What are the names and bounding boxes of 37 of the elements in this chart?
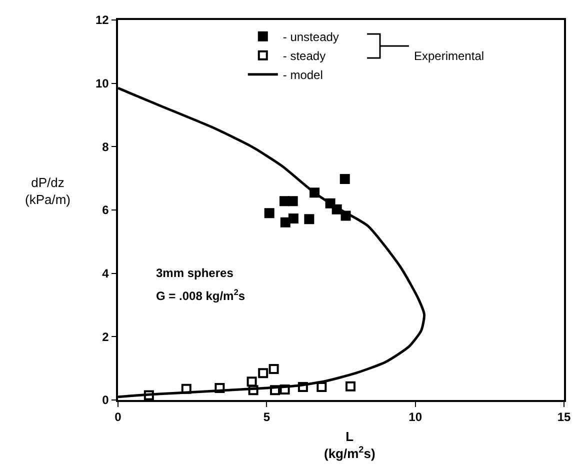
annotation: 3mm spheres [156, 266, 234, 280]
point [258, 368, 268, 378]
point [340, 174, 350, 184]
legend-label: - unsteady [282, 30, 339, 44]
y-tick-label: 10 [95, 76, 110, 91]
point [304, 214, 314, 224]
point [288, 214, 298, 224]
point [144, 390, 154, 400]
point [246, 376, 257, 387]
point [288, 196, 298, 206]
point [268, 364, 279, 374]
point [264, 208, 274, 218]
point [270, 385, 280, 396]
y-tick-label: 8 [102, 140, 110, 154]
annotation: Experimental [414, 49, 484, 63]
point [181, 384, 192, 394]
x-tick-label: 5 [263, 410, 270, 424]
x-tick-label: 10 [408, 410, 422, 424]
y-axis-title: dP/dz (kPa/m) [25, 175, 70, 207]
point [280, 217, 290, 228]
legend-label: - steady [282, 49, 326, 64]
y-tick-label: 6 [102, 203, 110, 218]
annotation: G = .008 kg/m$^{2}$s [156, 287, 246, 304]
point [280, 384, 290, 395]
point [298, 382, 308, 392]
y-tick-label: 4 [102, 266, 110, 281]
x-axis-title: L (kg/m$^{2}$s) [324, 429, 376, 461]
x-tick-label: 15 [557, 410, 571, 424]
x-tick-label: 0 [114, 410, 122, 424]
y-tick-label: 0 [102, 393, 110, 408]
legend-label: - model [282, 68, 323, 82]
point [214, 382, 225, 393]
point [346, 381, 356, 392]
point [248, 385, 258, 396]
y-tick-label: 2 [102, 330, 110, 344]
point [316, 382, 327, 392]
y-tick-label: 12 [95, 13, 110, 28]
